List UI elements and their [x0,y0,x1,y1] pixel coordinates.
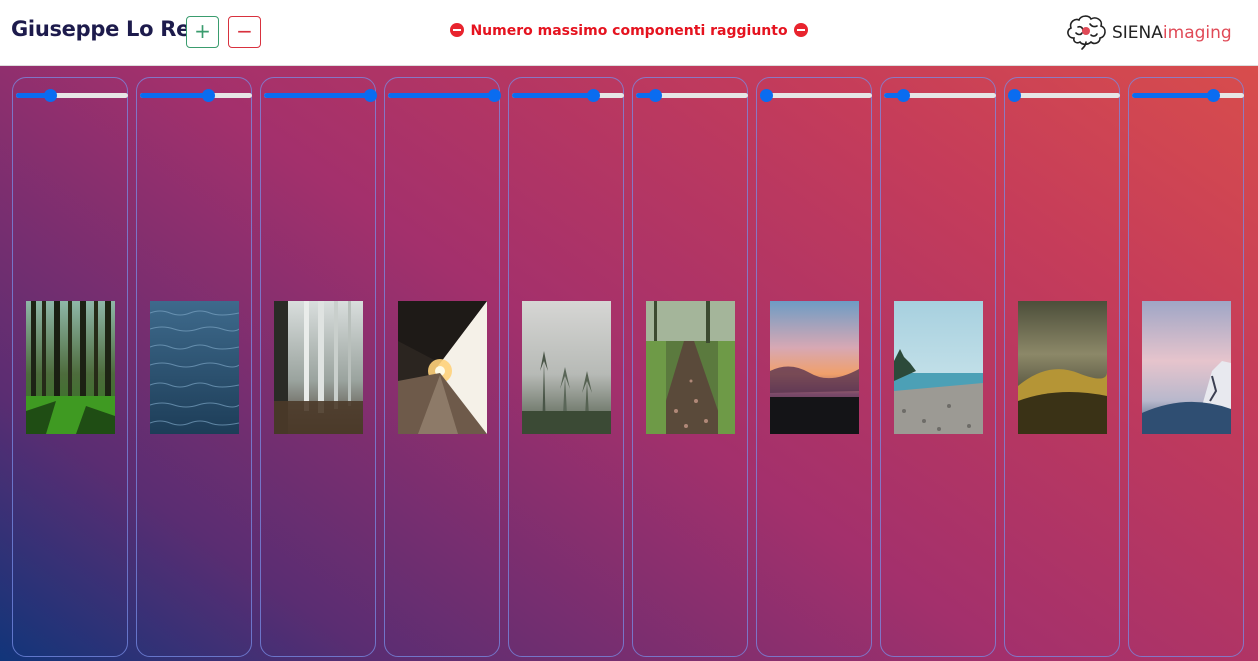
no-entry-icon [449,23,464,37]
no-entry-icon [794,23,809,37]
slider-fill [636,93,655,98]
component-slider[interactable] [512,89,624,102]
component-slider[interactable] [884,89,996,102]
snowy-cliff-sky-image [1142,301,1231,434]
max-components-warning: Numero massimo componenti raggiunto [0,23,1258,39]
slider-track [1008,93,1120,98]
train-platform-sunset-image [398,301,487,434]
slider-thumb[interactable] [587,89,600,102]
slider-fill [388,93,494,98]
component-slider[interactable] [1132,89,1244,102]
logo-text: SIENAimaging [1112,23,1232,43]
add-component-button[interactable]: + [186,16,219,48]
slider-thumb[interactable] [488,89,501,102]
component-slider[interactable] [264,89,377,102]
misty-hills-image [1018,301,1107,434]
component-slider[interactable] [636,89,748,102]
forest-path-image [646,301,735,434]
misty-birch-forest-image [274,301,363,434]
slider-thumb[interactable] [202,89,215,102]
components-area [0,66,1258,661]
user-name: Giuseppe Lo Re [11,17,191,41]
component-column [1128,77,1244,657]
ocean-water-image [150,301,239,434]
slider-fill [264,93,370,98]
forest-trees-image [26,301,115,434]
component-column [880,77,996,657]
sunset-clouds-image [770,301,859,434]
component-column [260,77,377,657]
warning-text: Numero massimo componenti raggiunto [470,23,788,39]
remove-component-button[interactable]: − [228,16,261,48]
foggy-pine-forest-image [522,301,611,434]
component-slider[interactable] [1008,89,1120,102]
logo-brand: SIENA [1112,23,1163,43]
component-slider[interactable] [16,89,128,102]
component-column [136,77,252,657]
component-column [384,77,501,657]
app-header: Giuseppe Lo Re + − Numero massimo compon… [0,0,1258,66]
component-slider[interactable] [140,89,252,102]
slider-thumb[interactable] [44,89,57,102]
slider-thumb[interactable] [1008,89,1021,102]
slider-thumb[interactable] [1207,89,1220,102]
component-slider[interactable] [388,89,501,102]
slider-fill [16,93,50,98]
component-column [12,77,128,657]
brain-icon [1067,15,1106,50]
component-column [632,77,748,657]
slider-thumb[interactable] [760,89,773,102]
slider-fill [140,93,208,98]
slider-fill [512,93,593,98]
component-column [756,77,872,657]
slider-fill [884,93,903,98]
slider-thumb[interactable] [649,89,662,102]
slider-thumb[interactable] [364,89,377,102]
slider-track [884,93,996,98]
pebble-beach-image [894,301,983,434]
component-column [1004,77,1120,657]
slider-track [760,93,872,98]
slider-track [636,93,748,98]
logo-suffix: imaging [1162,23,1232,43]
slider-thumb[interactable] [897,89,910,102]
component-slider[interactable] [760,89,872,102]
slider-fill [1132,93,1213,98]
component-column [508,77,624,657]
slider-track [16,93,128,98]
